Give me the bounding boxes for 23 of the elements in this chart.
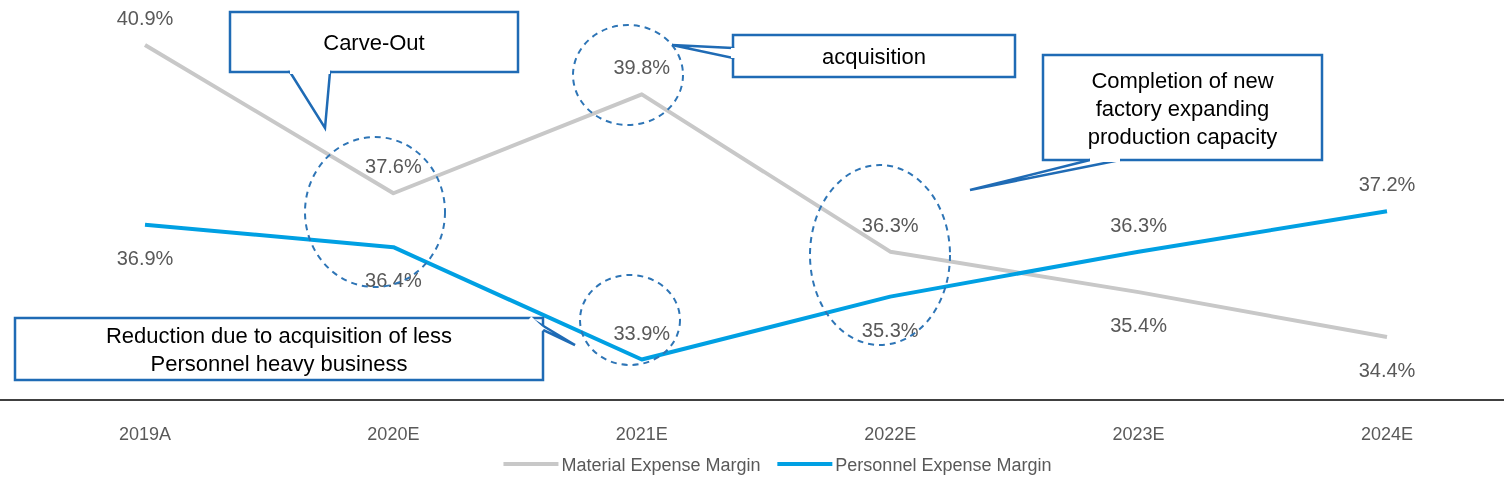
data-label: 34.4% <box>1358 359 1416 382</box>
data-label: 40.9% <box>116 6 174 29</box>
legend-label: Personnel Expense Margin <box>835 455 1052 475</box>
data-label: 36.3% <box>861 213 919 236</box>
x-tick-label: 2020E <box>367 424 420 444</box>
x-tick-label: 2021E <box>615 424 668 444</box>
data-label: 35.3% <box>861 318 919 341</box>
data-label: 35.4% <box>1110 314 1168 337</box>
x-tick-label: 2024E <box>1360 424 1414 444</box>
annotation: acquisition <box>822 44 926 69</box>
data-label: 36.9% <box>116 246 174 269</box>
annotation: Completion of new factory expanding production capacity <box>1087 67 1278 149</box>
legend-label: Material Expense Margin <box>561 455 761 475</box>
data-label: 37.2% <box>1358 173 1416 196</box>
data-label: 39.8% <box>613 56 671 79</box>
data-label: 37.6% <box>365 155 422 178</box>
annotation: Carve-Out <box>323 30 425 55</box>
x-tick-label: 2023E <box>1112 424 1165 444</box>
data-label: 33.9% <box>613 321 671 344</box>
x-tick-label: 2022E <box>864 424 917 444</box>
x-tick-label: 2019A <box>118 424 172 444</box>
data-label: 36.3% <box>1110 213 1168 236</box>
annotation: Reduction due to acquisition of less Personnel heavy business <box>105 323 453 376</box>
